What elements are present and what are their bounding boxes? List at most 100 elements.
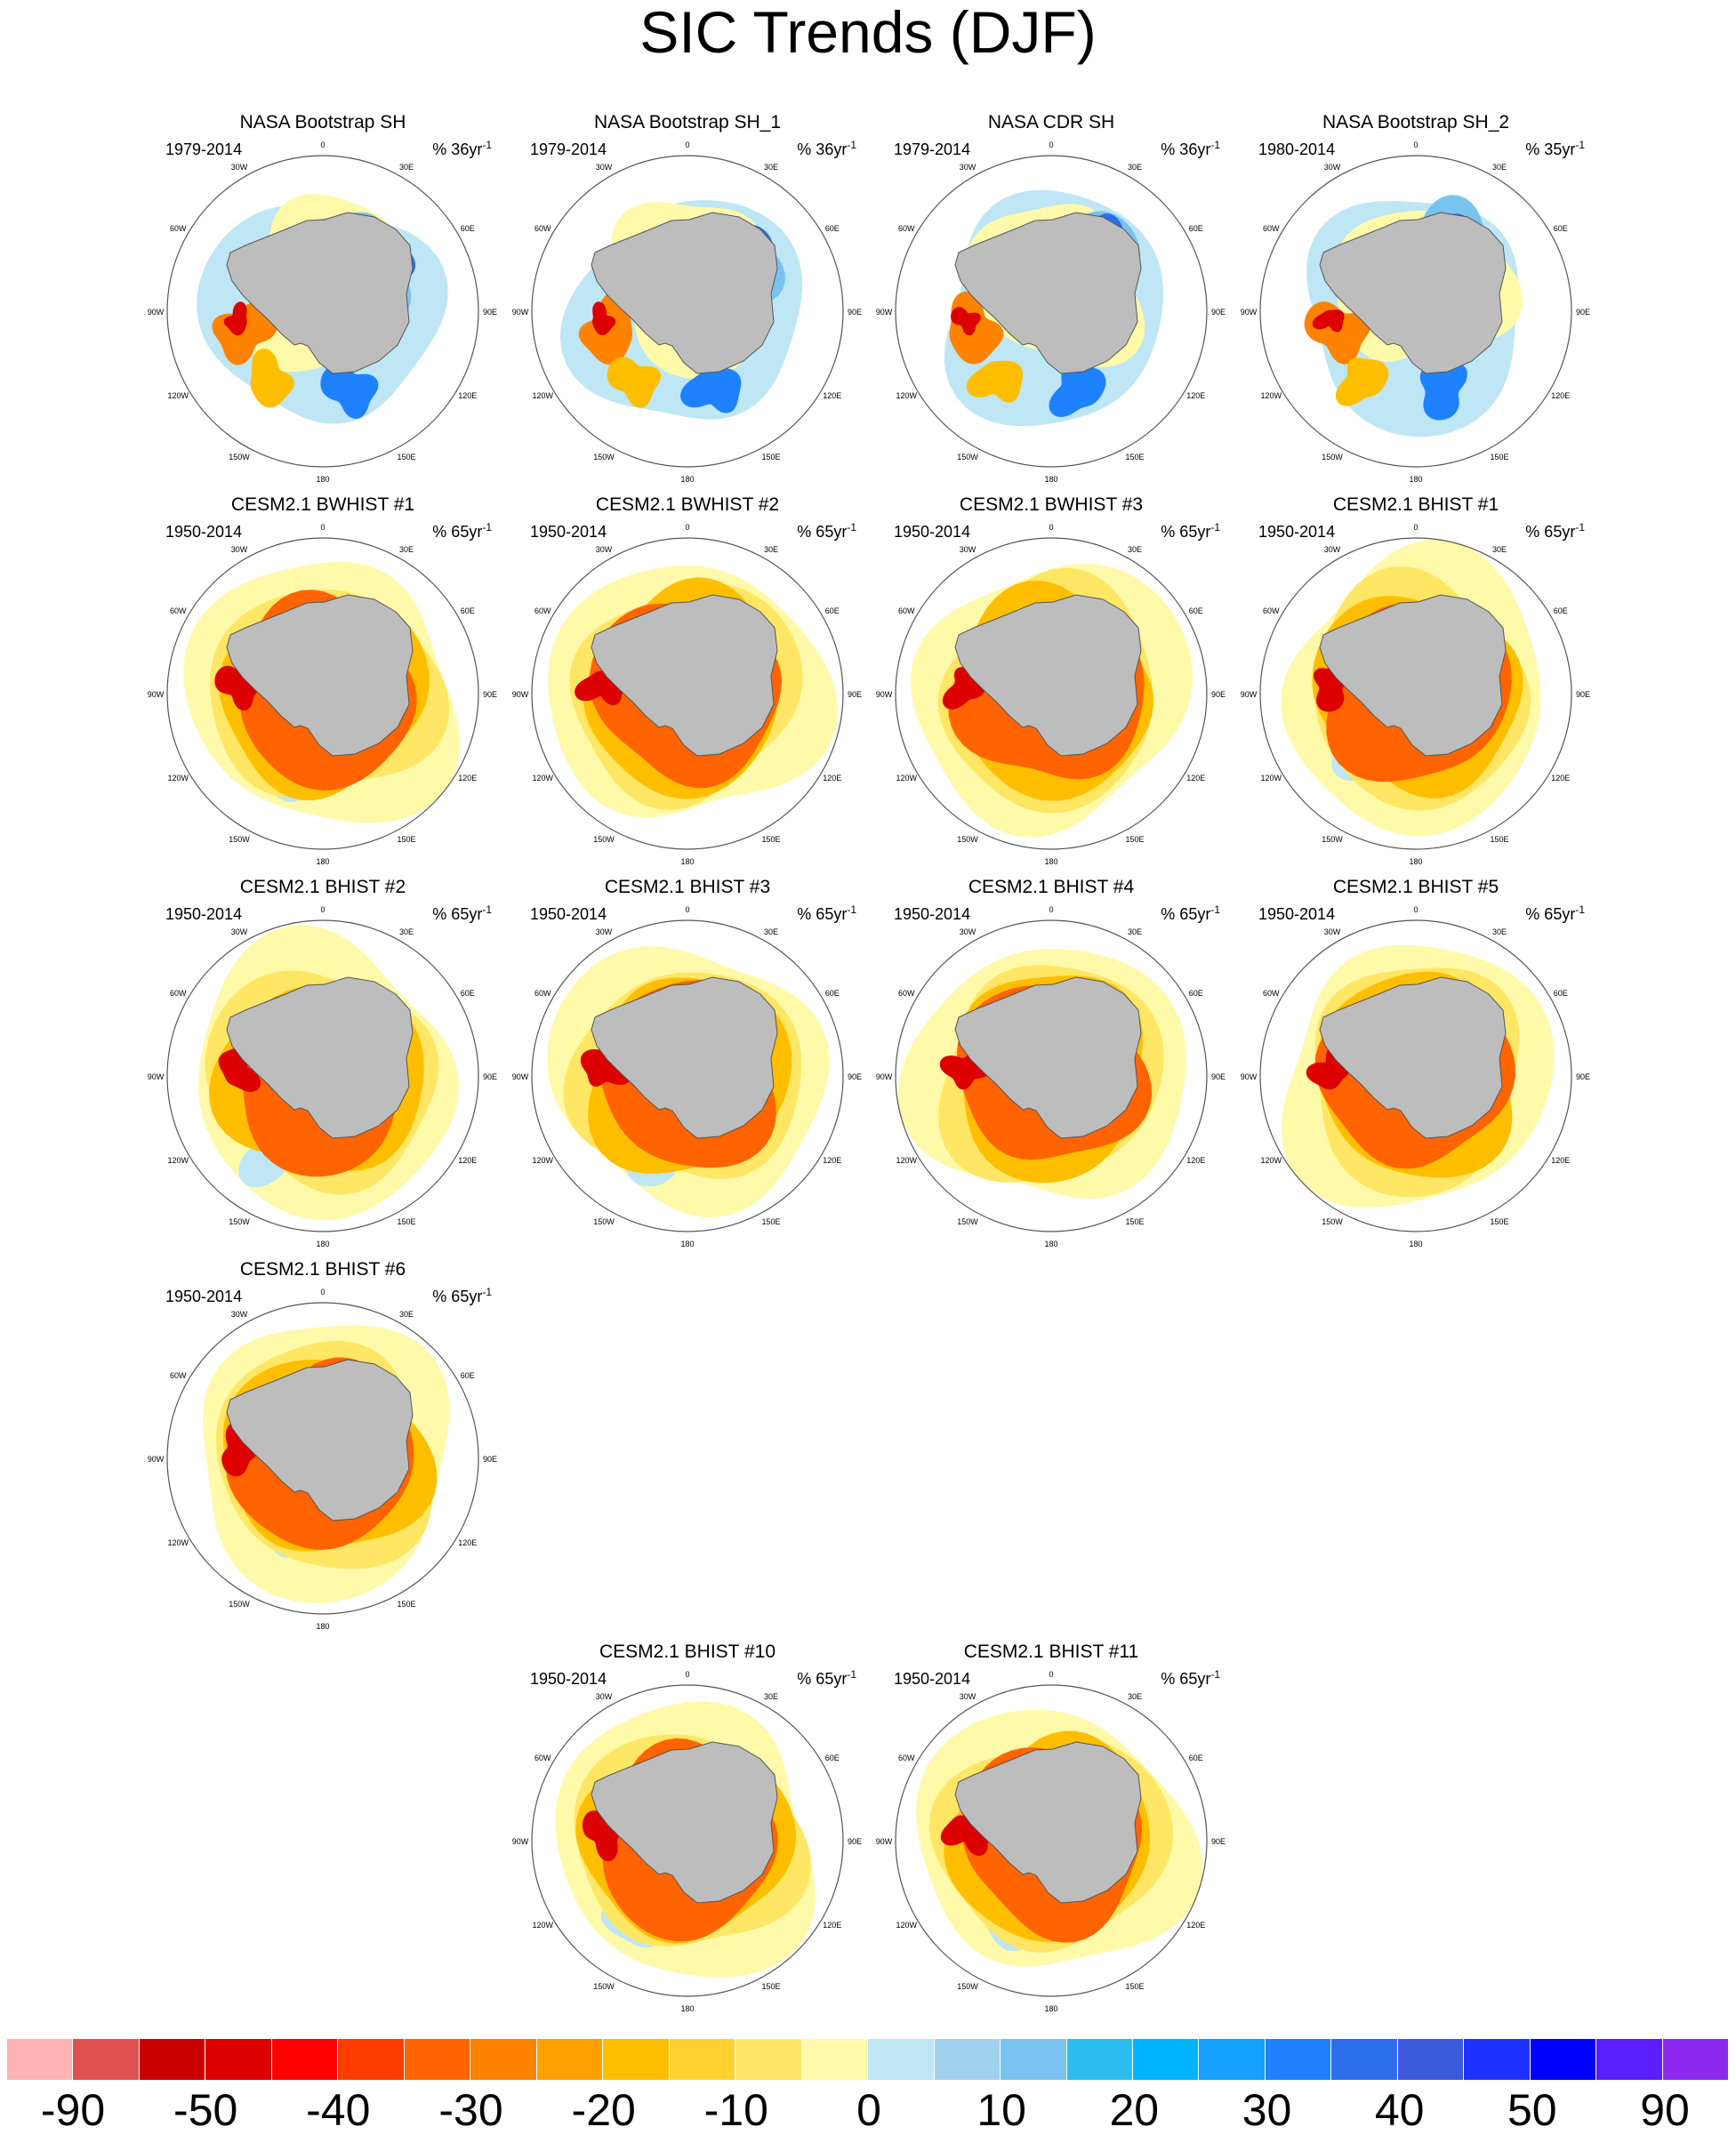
- map-panel: NASA Bootstrap SH 1979-2014 % 36yr-1 0 30E 60…: [145, 112, 501, 486]
- panel-period: 1979-2014: [530, 140, 607, 158]
- longitude-label: 60W: [534, 224, 551, 233]
- longitude-label: 30E: [1492, 163, 1507, 172]
- ice-trend-gain-core: [951, 307, 981, 336]
- longitude-label: 90W: [148, 308, 165, 317]
- panel-title: NASA Bootstrap SH: [239, 112, 406, 132]
- map-panel: CESM2.1 BHIST #1 1950-2014 % 65yr-1 0 30E 60E…: [1238, 494, 1594, 868]
- longitude-label: 0: [320, 523, 325, 532]
- polar-map: 0 30E 60E 90E 120E 150E 180 150W 120W 90W 60W 30W: [148, 1288, 497, 1631]
- longitude-label: 120E: [1186, 1156, 1205, 1165]
- longitude-label: 30W: [596, 163, 613, 172]
- colorbar-segment: [338, 2039, 405, 2080]
- map-panel: NASA Bootstrap SH_1 1979-2014 % 36yr-1 0 30E…: [510, 112, 865, 486]
- colorbar-segment: [536, 2039, 604, 2080]
- antarctica-landmass: [1319, 976, 1507, 1139]
- colorbar-label: 90: [1640, 2085, 1690, 2135]
- longitude-label: 0: [320, 1288, 325, 1296]
- panel-units: % 65yr-1: [1525, 521, 1585, 541]
- longitude-label: 60W: [534, 606, 551, 615]
- longitude-label: 90W: [876, 308, 893, 317]
- map-panel: CESM2.1 BHIST #6 1950-2014 % 65yr-1 0 30E 60E…: [145, 1259, 501, 1633]
- longitude-label: 0: [685, 1670, 689, 1679]
- longitude-label: 150E: [397, 835, 415, 844]
- colorbar-segment: [271, 2039, 339, 2080]
- panel-period: 1979-2014: [165, 140, 243, 158]
- panel-units: % 65yr-1: [797, 903, 856, 923]
- longitude-label: 90W: [1241, 1072, 1258, 1081]
- longitude-label: 120W: [167, 1538, 189, 1547]
- longitude-label: 0: [685, 140, 689, 149]
- colorbar-label: 40: [1374, 2085, 1425, 2135]
- longitude-label: 150W: [593, 453, 615, 462]
- longitude-label: 30W: [960, 163, 976, 172]
- colorbar-segment: [603, 2039, 670, 2080]
- panel-period: 1950-2014: [165, 1288, 243, 1305]
- panel-period: 1950-2014: [894, 1670, 971, 1688]
- longitude-label: 150W: [229, 835, 250, 844]
- longitude-label: 90E: [848, 690, 862, 699]
- longitude-label: 0: [1413, 523, 1418, 532]
- antarctica-landmass: [226, 594, 414, 757]
- map-panel: CESM2.1 BWHIST #2 1950-2014 % 65yr-1 0 30E 60…: [510, 494, 865, 868]
- longitude-label: 90W: [148, 690, 165, 699]
- polar-map: 0 30E 60E 90E 120E 150E 180 150W 120W 90W 60W 30W: [148, 523, 497, 866]
- colorbar-label: -90: [40, 2085, 106, 2135]
- longitude-label: 30W: [231, 1310, 248, 1319]
- colorbar-label: 20: [1109, 2085, 1160, 2135]
- map-boundary: [895, 537, 1208, 850]
- antarctica-landmass: [954, 1741, 1142, 1904]
- longitude-label: 90E: [1211, 308, 1226, 317]
- panel-title: CESM2.1 BHIST #4: [968, 877, 1135, 897]
- longitude-label: 120W: [167, 1156, 189, 1165]
- longitude-label: 30W: [1324, 545, 1341, 554]
- longitude-label: 120W: [1260, 1156, 1282, 1165]
- panel-units: % 65yr-1: [1161, 521, 1220, 541]
- panel-title: CESM2.1 BHIST #2: [239, 877, 406, 897]
- antarctica-landmass: [591, 1741, 778, 1904]
- map-panel: NASA CDR SH 1979-2014 % 36yr-1 0 30E 60E 90E 12…: [873, 112, 1229, 486]
- polar-map: 0 30E 60E 90E 120E 150E 180 150W 120W 90W 60W 30W: [876, 1670, 1226, 2013]
- longitude-label: 60W: [1263, 224, 1280, 233]
- longitude-label: 150E: [1125, 835, 1144, 844]
- longitude-label: 0: [685, 523, 689, 532]
- colorbar-segment: [404, 2039, 471, 2080]
- longitude-label: 150W: [229, 453, 250, 462]
- longitude-label: 60E: [1554, 989, 1568, 998]
- longitude-label: 150E: [397, 1600, 415, 1609]
- panel-period: 1950-2014: [530, 523, 607, 541]
- colorbar-segment: [1662, 2039, 1730, 2080]
- antarctica-landmass: [226, 212, 414, 374]
- longitude-label: 180: [680, 2004, 694, 2013]
- panel-title: CESM2.1 BHIST #5: [1332, 877, 1499, 897]
- colorbar-segment: [205, 2039, 272, 2080]
- longitude-label: 120W: [167, 391, 189, 400]
- panel-units: % 65yr-1: [432, 521, 492, 541]
- ice-trend-gain-ross: [607, 357, 661, 408]
- longitude-label: 90E: [483, 690, 497, 699]
- panel-title: CESM2.1 BWHIST #3: [959, 494, 1144, 515]
- longitude-label: 90W: [148, 1072, 165, 1081]
- longitude-label: 30W: [1324, 927, 1341, 936]
- colorbar-label: 10: [976, 2085, 1026, 2135]
- longitude-label: 150W: [957, 1217, 978, 1226]
- longitude-label: 120W: [1260, 391, 1282, 400]
- longitude-label: 90E: [483, 1072, 497, 1081]
- map-boundary: [531, 1684, 844, 1997]
- longitude-label: 150W: [229, 1217, 250, 1226]
- colorbar-segment: [1001, 2039, 1067, 2080]
- longitude-label: 60E: [825, 224, 840, 233]
- colorbar-segment: [139, 2039, 206, 2080]
- longitude-label: 150E: [1125, 1217, 1144, 1226]
- longitude-label: 120E: [458, 774, 477, 783]
- longitude-label: 150E: [761, 1982, 780, 1991]
- longitude-label: 150E: [1490, 1217, 1508, 1226]
- longitude-label: 60W: [534, 989, 551, 998]
- colorbar-segment: [1132, 2039, 1200, 2080]
- longitude-label: 30W: [231, 163, 248, 172]
- colorbar-segment: [1464, 2039, 1531, 2080]
- longitude-label: 120W: [532, 1921, 553, 1930]
- antarctica-landmass: [591, 212, 778, 374]
- longitude-label: 30E: [1128, 1692, 1142, 1701]
- panel-period: 1950-2014: [530, 1670, 607, 1688]
- longitude-label: 90W: [876, 690, 893, 699]
